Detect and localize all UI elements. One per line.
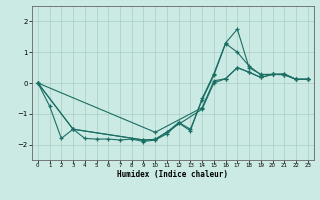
- X-axis label: Humidex (Indice chaleur): Humidex (Indice chaleur): [117, 170, 228, 179]
